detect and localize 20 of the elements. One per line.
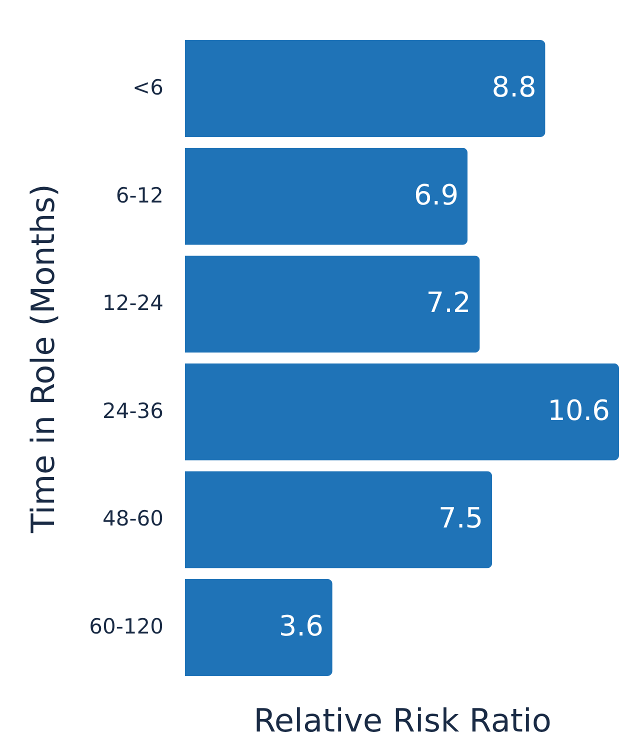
- y-axis-title: Time in Role (Months): [24, 184, 62, 534]
- data-label: 8.8: [492, 70, 536, 104]
- y-tick-label: 60-120: [89, 614, 164, 638]
- bar: [185, 40, 546, 138]
- bar: [185, 578, 332, 676]
- y-tick-label: <6: [132, 76, 164, 100]
- bar: [185, 471, 492, 568]
- x-axis-title: Relative Risk Ratio: [254, 702, 552, 740]
- data-label: 10.6: [548, 394, 610, 427]
- y-tick-label: 48-60: [102, 506, 164, 531]
- data-label: 3.6: [278, 609, 324, 642]
- bar: [185, 256, 480, 353]
- bar: [185, 363, 619, 460]
- data-label: 7.2: [426, 286, 471, 320]
- y-tick-label: 24-36: [102, 398, 164, 423]
- data-label: 7.5: [438, 502, 484, 535]
- y-tick-label: 6-12: [116, 183, 164, 208]
- data-label: 6.9: [414, 178, 459, 212]
- y-tick-label: 12-24: [102, 291, 164, 316]
- bar: [185, 148, 468, 245]
